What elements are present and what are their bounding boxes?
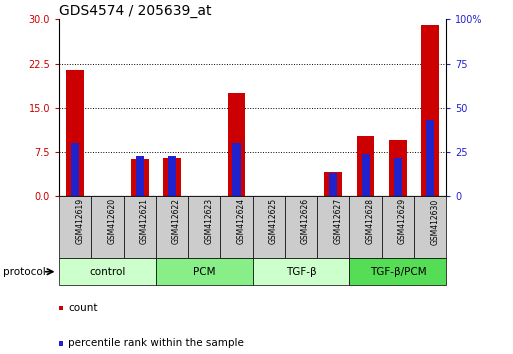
Bar: [285, 196, 317, 258]
Text: GSM412628: GSM412628: [366, 198, 374, 244]
Text: GSM412620: GSM412620: [107, 198, 116, 245]
Text: count: count: [68, 303, 98, 313]
Bar: [156, 258, 252, 285]
Text: TGF-β/PCM: TGF-β/PCM: [369, 267, 426, 277]
Bar: [124, 196, 156, 258]
Bar: [168, 156, 176, 196]
Bar: [324, 172, 342, 196]
Text: protocol: protocol: [3, 267, 45, 277]
Text: GSM412625: GSM412625: [269, 198, 278, 245]
Bar: [221, 196, 252, 258]
Bar: [232, 143, 241, 196]
Bar: [59, 196, 91, 258]
Text: TGF-β: TGF-β: [286, 267, 317, 277]
Bar: [382, 196, 414, 258]
Bar: [421, 25, 439, 196]
Bar: [414, 196, 446, 258]
Text: GSM412626: GSM412626: [301, 198, 310, 245]
Text: GSM412623: GSM412623: [204, 198, 213, 245]
Bar: [188, 196, 221, 258]
Text: GSM412630: GSM412630: [430, 198, 439, 245]
Bar: [317, 196, 349, 258]
Text: GSM412621: GSM412621: [140, 198, 149, 244]
Bar: [66, 70, 84, 196]
Bar: [362, 154, 370, 196]
Text: percentile rank within the sample: percentile rank within the sample: [68, 338, 244, 348]
Text: control: control: [89, 267, 126, 277]
Bar: [349, 196, 382, 258]
Bar: [71, 143, 79, 196]
Text: GSM412629: GSM412629: [398, 198, 407, 245]
Text: GSM412627: GSM412627: [333, 198, 342, 245]
Bar: [357, 136, 374, 196]
Bar: [163, 158, 181, 196]
Bar: [252, 258, 349, 285]
Bar: [252, 196, 285, 258]
Bar: [329, 173, 338, 196]
Text: GSM412619: GSM412619: [75, 198, 84, 245]
Text: PCM: PCM: [193, 267, 215, 277]
Bar: [394, 158, 402, 196]
Bar: [135, 156, 144, 196]
Bar: [156, 196, 188, 258]
Bar: [131, 159, 149, 196]
Text: GSM412624: GSM412624: [236, 198, 246, 245]
Bar: [349, 258, 446, 285]
Bar: [59, 258, 156, 285]
Bar: [389, 141, 407, 196]
Text: GSM412622: GSM412622: [172, 198, 181, 244]
Bar: [91, 196, 124, 258]
Text: GDS4574 / 205639_at: GDS4574 / 205639_at: [59, 5, 211, 18]
Bar: [426, 120, 434, 196]
Bar: [228, 93, 245, 196]
